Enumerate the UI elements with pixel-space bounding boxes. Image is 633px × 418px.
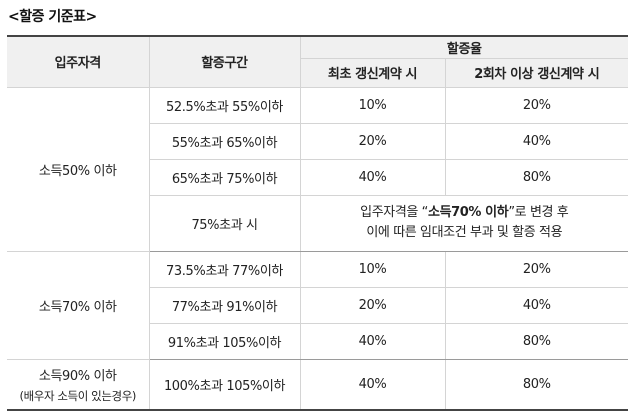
section-cell: 100%초과 105%이하: [148, 358, 301, 411]
second-rate-cell: 20%: [444, 250, 628, 288]
qualification-cell: 소득90% 이하 (배우자 소득이 있는경우): [7, 358, 150, 411]
table-title: <할증 기준표>: [8, 9, 97, 25]
surcharge-table: 입주자격 할증구간 할증율 최초 갱신계약 시 2회차 이상 갱신계약 시 소득…: [7, 35, 628, 411]
second-rate-cell: 80%: [444, 158, 628, 196]
table-row: 65%초과 75%이하 40% 80%: [7, 158, 628, 196]
section-cell: 77%초과 91%이하: [149, 286, 301, 324]
first-rate-cell: 10%: [299, 86, 446, 124]
note-line-2: 이에 따른 임대조건 부과 및 할증 적용: [366, 225, 563, 240]
first-rate-cell: 20%: [299, 286, 446, 324]
note-cell: 입주자격을 “소득70% 이하”로 변경 후 이에 따른 임대조건 부과 및 할…: [299, 194, 628, 252]
section-cell: 65%초과 75%이하: [149, 158, 301, 196]
section-cell: 91%초과 105%이하: [149, 322, 301, 360]
note-bold: 소득70% 이하: [428, 205, 509, 220]
first-rate-cell: 10%: [299, 250, 446, 288]
header-rate: 할증율: [299, 35, 628, 59]
qualification-main: 소득90% 이하: [38, 368, 117, 384]
table-row: 소득90% 이하 (배우자 소득이 있는경우) 100%초과 105%이하 40…: [7, 358, 628, 411]
second-rate-cell: 40%: [444, 122, 628, 160]
second-rate-cell: 20%: [444, 86, 628, 124]
section-cell: 75%초과 시: [149, 194, 301, 252]
note-line-1: 입주자격을 “소득70% 이하”로 변경 후: [303, 203, 627, 223]
section-cell: 52.5%초과 55%이하: [148, 86, 301, 124]
second-rate-cell: 40%: [444, 286, 628, 324]
qualification-cell: 소득70% 이하: [7, 250, 150, 360]
table-body: 소득50% 이하 52.5%초과 55%이하 10% 20% 55%초과 65%…: [7, 86, 628, 411]
note-prefix: 입주자격을 “: [360, 205, 429, 220]
header-qualification: 입주자격: [7, 35, 150, 88]
second-rate-cell: 80%: [444, 358, 628, 411]
qualification-sub: (배우자 소득이 있는경우): [19, 388, 137, 403]
first-rate-cell: 40%: [299, 322, 446, 360]
header-section: 할증구간: [148, 35, 301, 88]
table-header: 입주자격 할증구간 할증율 최초 갱신계약 시 2회차 이상 갱신계약 시: [7, 35, 628, 88]
first-rate-cell: 40%: [299, 158, 446, 196]
table-row: 소득50% 이하 52.5%초과 55%이하 10% 20%: [7, 86, 628, 252]
table-row: 91%초과 105%이하 40% 80%: [7, 322, 628, 360]
section-cell: 73.5%초과 77%이하: [148, 250, 301, 288]
qualification-cell: 소득50% 이하: [7, 86, 150, 252]
first-rate-cell: 40%: [299, 358, 446, 411]
second-rate-cell: 80%: [444, 322, 628, 360]
table-row: 소득70% 이하 73.5%초과 77%이하 10% 20%: [7, 250, 628, 360]
table-row: 77%초과 91%이하 20% 40%: [7, 286, 628, 324]
header-first-renewal: 최초 갱신계약 시: [300, 57, 446, 88]
header-second-renewal: 2회차 이상 갱신계약 시: [444, 57, 628, 88]
section-cell: 55%초과 65%이하: [149, 122, 301, 160]
first-rate-cell: 20%: [299, 122, 446, 160]
note-suffix: ”로 변경 후: [508, 205, 569, 220]
table-row: 55%초과 65%이하 20% 40%: [7, 122, 628, 160]
